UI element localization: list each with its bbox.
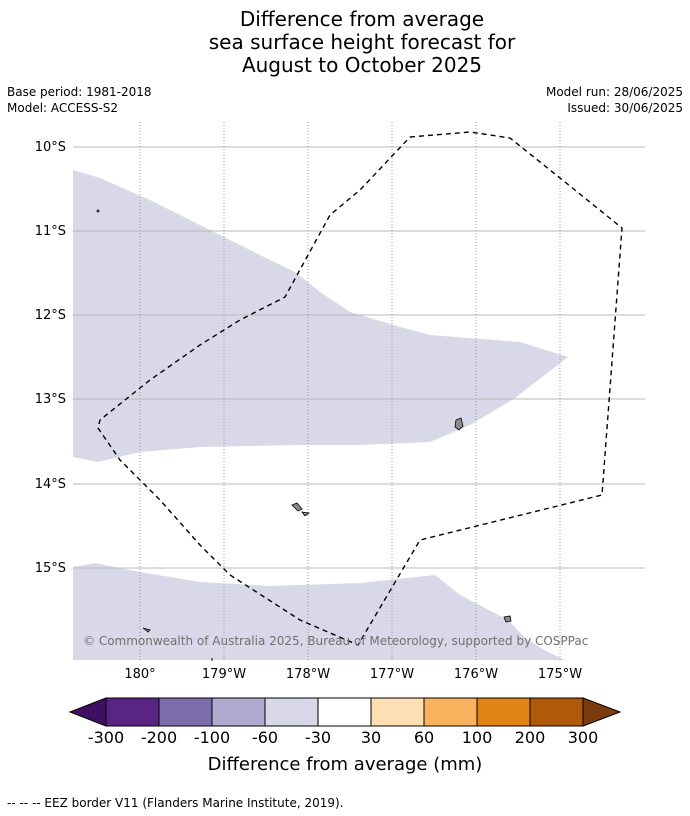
lat-label-15s: 15°S xyxy=(35,561,66,576)
latitude-gridlines xyxy=(73,146,645,569)
issued-date: Issued: 30/06/2025 xyxy=(567,101,683,115)
lat-label-11s: 11°S xyxy=(35,224,66,239)
colorbar-bin-7 xyxy=(423,697,478,727)
colorbar-label-neg200: -200 xyxy=(141,728,177,747)
title-line-2: sea surface height forecast for xyxy=(208,30,516,54)
colorbar-label-300: 300 xyxy=(568,728,599,747)
colorbar-label-neg60: -60 xyxy=(252,728,278,747)
model-name: Model: ACCESS-S2 xyxy=(7,101,119,115)
islands xyxy=(96,209,512,633)
island-upolu-east xyxy=(454,417,464,431)
colorbar-labels: -300 -200 -100 -60 -30 30 60 100 200 300 xyxy=(88,728,598,747)
island-south-east xyxy=(503,615,512,623)
lat-label-13s: 13°S xyxy=(35,392,66,407)
meta-right: Model run: 28/06/2025 Issued: 30/06/2025 xyxy=(546,84,683,116)
lat-label-10s: 10°S xyxy=(35,140,66,155)
lon-label-179w: 179°W xyxy=(202,667,246,682)
colorbar-extend-high xyxy=(582,697,622,727)
lon-label-175w: 175°W xyxy=(538,667,582,682)
colorbar-label-100: 100 xyxy=(462,728,493,747)
anomaly-shading xyxy=(73,170,568,660)
colorbar-label-60: 60 xyxy=(414,728,434,747)
colorbar-bin-5 xyxy=(317,697,372,727)
eez-border xyxy=(97,131,623,646)
island-north-dot xyxy=(96,209,100,213)
colorbar-bin-1 xyxy=(105,697,160,727)
meta-left: Base period: 1981-2018 Model: ACCESS-S2 xyxy=(7,84,152,116)
lon-label-178w: 178°W xyxy=(286,667,330,682)
latitude-labels: 10°S 11°S 12°S 13°S 14°S 15°S xyxy=(35,140,66,576)
colorbar-label-200: 200 xyxy=(515,728,546,747)
lon-label-180: 180° xyxy=(124,667,155,682)
island-wallis xyxy=(291,502,303,512)
lat-label-14s: 14°S xyxy=(35,477,66,492)
colorbar-label-30: 30 xyxy=(361,728,381,747)
lat-label-12s: 12°S xyxy=(35,308,66,323)
colorbar-bin-8 xyxy=(476,697,531,727)
lon-label-177w: 177°W xyxy=(370,667,414,682)
colorbar-bin-9 xyxy=(529,697,584,727)
anomaly-region-south xyxy=(73,563,565,660)
eez-legend-footnote: -- -- -- EEZ border V11 (Flanders Marine… xyxy=(7,796,344,810)
colorbar xyxy=(68,697,622,727)
colorbar-extend-low xyxy=(68,697,107,727)
colorbar-bin-2 xyxy=(158,697,213,727)
colorbar-label-neg100: -100 xyxy=(194,728,230,747)
map-title: Difference from average sea surface heig… xyxy=(0,8,690,77)
colorbar-title: Difference from average (mm) xyxy=(208,754,483,775)
longitude-labels: 180° 179°W 178°W 177°W 176°W 175°W xyxy=(124,667,582,682)
base-period: Base period: 1981-2018 xyxy=(7,85,152,99)
colorbar-bin-4 xyxy=(264,697,319,727)
copyright-notice: © Commonwealth of Australia 2025, Bureau… xyxy=(83,634,588,648)
title-line-1: Difference from average xyxy=(239,7,485,31)
title-line-3: August to October 2025 xyxy=(241,53,483,77)
island-south-west xyxy=(142,627,151,633)
colorbar-bin-6 xyxy=(370,697,425,727)
island-futuna-islet xyxy=(301,511,311,517)
lon-label-176w: 176°W xyxy=(454,667,498,682)
colorbar-label-neg300: -300 xyxy=(88,728,124,747)
model-run: Model run: 28/06/2025 xyxy=(545,85,683,99)
colorbar-bin-3 xyxy=(211,697,266,727)
colorbar-label-neg30: -30 xyxy=(305,728,331,747)
anomaly-region-north xyxy=(73,170,568,462)
